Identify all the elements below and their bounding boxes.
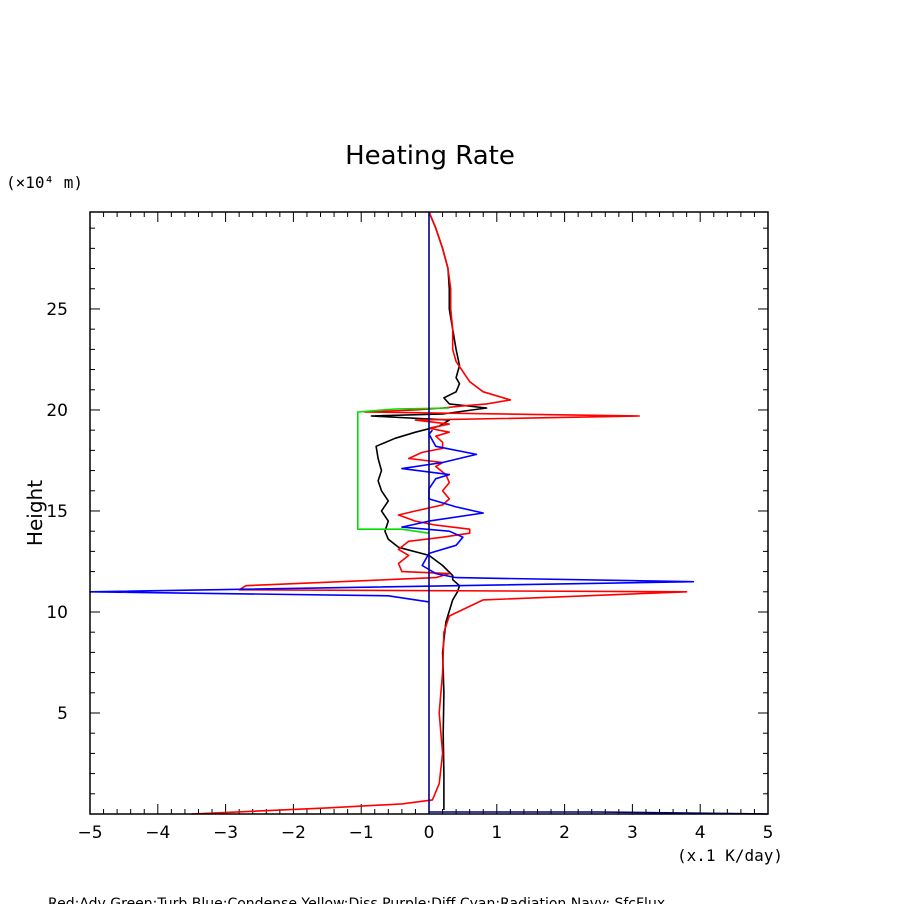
y-tick-label: 25 [46, 300, 68, 320]
y-tick-label: 15 [46, 502, 68, 522]
y-axis-label: Height [23, 480, 47, 546]
x-tick-label: 0 [424, 823, 435, 843]
series-turb-line [356, 407, 450, 534]
x-tick-label: 1 [491, 823, 502, 843]
axis-tick-labels: −5 −4 −3 −2 −1 0 1 2 3 4 5 5 10 15 20 25 [46, 300, 773, 843]
series-condense-line [89, 429, 695, 603]
x-tick-label: 4 [695, 823, 706, 843]
y-unit-label: (×10⁴ m) [6, 173, 83, 192]
x-unit-label: (x.1 K/day) [677, 846, 783, 865]
x-tick-label: 3 [627, 823, 638, 843]
legend-text: Red:Adv Green:Turb Blue:Condense Yellow:… [48, 896, 665, 904]
x-tick-label: −2 [281, 823, 306, 843]
x-tick-label: −4 [145, 823, 170, 843]
y-tick-label: 10 [46, 603, 68, 623]
chart-title: Heating Rate [345, 141, 515, 171]
x-tick-label: 5 [763, 823, 774, 843]
plot-frame [89, 211, 769, 815]
x-tick-label: −3 [213, 823, 238, 843]
y-tick-label: 5 [57, 704, 68, 724]
x-tick-label: 2 [559, 823, 570, 843]
y-tick-label: 20 [46, 401, 68, 421]
data-series [89, 211, 769, 815]
x-tick-label: −5 [77, 823, 102, 843]
x-tick-label: −1 [349, 823, 374, 843]
series-adv-line [191, 211, 688, 815]
series-total-line [370, 211, 488, 810]
